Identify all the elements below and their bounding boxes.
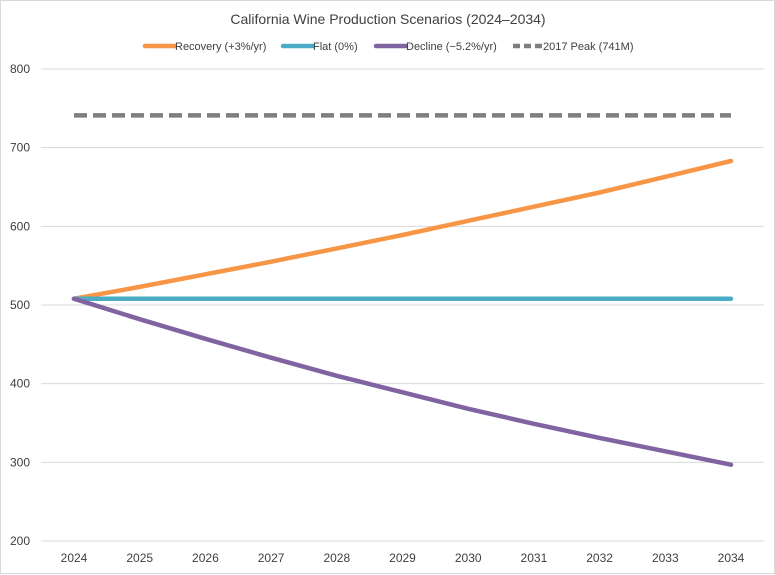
x-tick-label-2024: 2024 — [61, 551, 88, 565]
gridlines — [41, 68, 764, 542]
x-tick-label-2033: 2033 — [652, 551, 679, 565]
chart-title: California Wine Production Scenarios (20… — [230, 11, 545, 27]
series-layer — [71, 113, 734, 467]
x-tick-label-2030: 2030 — [455, 551, 482, 565]
legend-label-2017-peak-741m: 2017 Peak (741M) — [543, 41, 634, 53]
y-tick-label-500: 500 — [10, 298, 30, 312]
legend-label-flat-0: Flat (0%) — [313, 41, 358, 53]
x-tick-label-2028: 2028 — [323, 551, 350, 565]
x-tick-label-2034: 2034 — [718, 551, 745, 565]
x-tick-label-2026: 2026 — [192, 551, 219, 565]
y-tick-label-800: 800 — [10, 62, 30, 76]
legend-label-decline-5-2-yr: Decline (−5.2%/yr) — [406, 41, 497, 53]
y-tick-label-700: 700 — [10, 141, 30, 155]
y-tick-label-300: 300 — [10, 455, 30, 469]
legend: Recovery (+3%/yr) Flat (0%) Decline (−5.2%… — [142, 41, 634, 53]
series-line-decline-5-2-yr — [71, 296, 734, 467]
x-tick-label-2027: 2027 — [258, 551, 285, 565]
x-tick-label-2031: 2031 — [521, 551, 548, 565]
legend-label-recovery-3-yr: Recovery (+3%/yr) — [175, 41, 266, 53]
x-axis: 2024 2025 2026 2027 2028 2029 2030 2031 2032 2033… — [61, 551, 745, 565]
y-axis: 200 300 400 500 600 700 800 — [10, 62, 30, 548]
x-tick-label-2029: 2029 — [389, 551, 416, 565]
x-tick-label-2025: 2025 — [126, 551, 153, 565]
y-tick-label-400: 400 — [10, 377, 30, 391]
y-tick-label-600: 600 — [10, 219, 30, 233]
x-tick-label-2032: 2032 — [586, 551, 613, 565]
y-tick-label-200: 200 — [10, 534, 30, 548]
series-line-recovery-3-yr — [71, 158, 734, 301]
